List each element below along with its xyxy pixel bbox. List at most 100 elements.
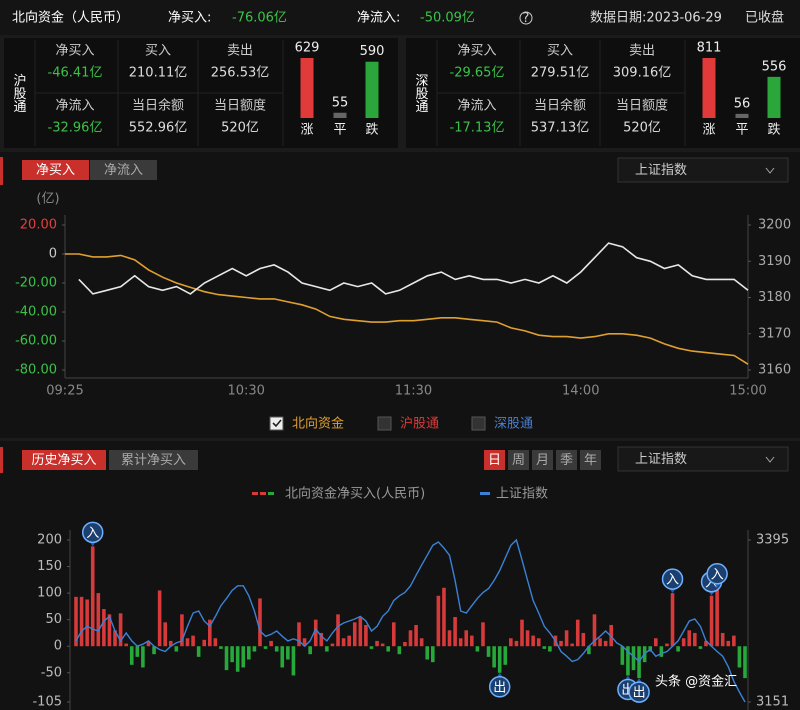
bar <box>90 546 95 647</box>
legend-checkbox[interactable] <box>269 416 284 431</box>
y-tick-label: 50 <box>45 612 62 627</box>
x-tick-label: 11:30 <box>395 384 432 399</box>
legend-checkbox[interactable] <box>377 416 392 431</box>
bar <box>224 646 229 671</box>
series-line <box>65 253 749 365</box>
bar <box>263 646 268 649</box>
bar <box>113 630 117 647</box>
bar <box>598 638 602 647</box>
legend-swatch <box>260 492 266 495</box>
net-buy-value: -76.06亿 <box>232 11 287 26</box>
y-tick-label: -105 <box>32 695 62 710</box>
bar <box>620 646 625 665</box>
tab-label: 年 <box>584 453 597 468</box>
bar <box>85 599 89 647</box>
cell-label: 当日额度 <box>214 98 266 114</box>
bar <box>676 646 680 652</box>
y2-tick-label: 3395 <box>756 533 789 548</box>
header-bar <box>0 0 800 35</box>
info-icon[interactable] <box>519 11 533 25</box>
cell-value: 537.13亿 <box>531 121 590 136</box>
y2-tick-label: 3190 <box>758 254 791 269</box>
y-tick-label: -20.00 <box>15 276 57 291</box>
cell-value: -46.41亿 <box>48 66 103 81</box>
tab[interactable] <box>484 450 505 470</box>
cell-value: 210.11亿 <box>129 66 188 81</box>
marker-label: 入 <box>86 526 99 541</box>
dropdown[interactable] <box>617 157 789 183</box>
tab[interactable] <box>532 450 553 470</box>
bar <box>380 643 385 647</box>
marker-label: 入 <box>711 567 724 582</box>
breadth-label: 涨 <box>702 123 715 138</box>
marker-label: 出 <box>633 686 646 701</box>
bar <box>124 643 128 647</box>
cell-label: 当日余额 <box>534 98 586 114</box>
tab[interactable] <box>109 450 198 470</box>
y-tick-label: 150 <box>37 559 62 574</box>
tab-label: 周 <box>512 453 525 468</box>
breadth-bar <box>333 112 347 118</box>
breadth-bar <box>365 61 379 118</box>
bar <box>297 622 301 647</box>
x-tick-label: 15:00 <box>729 384 766 399</box>
bar <box>481 622 485 647</box>
bar <box>442 587 446 647</box>
tab[interactable] <box>508 450 529 470</box>
bar <box>403 641 407 647</box>
bar <box>219 646 223 649</box>
legend-label: 上证指数 <box>496 487 548 502</box>
x-tick-label: 14:00 <box>562 384 599 399</box>
y2-tick-label: 3170 <box>758 326 791 341</box>
y-tick-label: 20.00 <box>20 218 57 233</box>
header-title: 北向资金（人民币） <box>12 10 129 26</box>
bar <box>135 646 140 657</box>
bar <box>397 646 402 655</box>
bar <box>330 643 335 647</box>
bar <box>302 638 307 647</box>
watermark: 头条 @资金汇 <box>655 674 737 690</box>
bar <box>436 595 441 647</box>
cell-value: -17.13亿 <box>450 121 505 136</box>
bar <box>520 619 524 647</box>
bar <box>174 646 179 652</box>
tab[interactable] <box>556 450 577 470</box>
accent <box>0 447 3 473</box>
bar <box>581 632 586 647</box>
breadth-bar <box>702 58 716 118</box>
cell-value: 520亿 <box>623 121 661 136</box>
panel-name: 沪股通 <box>11 73 27 113</box>
cell-label: 净流入 <box>55 99 94 114</box>
bar <box>375 640 379 647</box>
legend-checkbox[interactable] <box>471 416 486 431</box>
y-tick-label: -40.00 <box>15 305 57 320</box>
info-icon-glyph: ? <box>523 11 530 26</box>
cell-label: 卖出 <box>629 44 655 59</box>
bar <box>163 622 167 647</box>
dropdown[interactable] <box>617 446 789 472</box>
tab[interactable] <box>90 160 157 180</box>
tab[interactable] <box>22 160 89 180</box>
bar <box>665 643 669 647</box>
breadth-count: 556 <box>762 59 787 74</box>
bar <box>654 638 658 647</box>
breadth-bar <box>735 113 749 118</box>
bar <box>369 646 374 649</box>
bar <box>419 638 424 647</box>
legend-check <box>272 419 282 428</box>
bar <box>486 646 491 657</box>
breadth-bar <box>767 76 781 118</box>
bar <box>247 646 251 660</box>
series-line <box>78 242 749 295</box>
tab[interactable] <box>22 450 106 470</box>
bar <box>391 622 396 647</box>
y-tick-label: -50 <box>41 665 62 680</box>
bar <box>118 613 123 647</box>
cell-value: 309.16亿 <box>613 66 672 81</box>
bar <box>704 640 708 647</box>
tab[interactable] <box>580 450 601 470</box>
bar <box>603 640 608 647</box>
bar <box>447 630 452 647</box>
breadth-count: 56 <box>734 96 751 111</box>
